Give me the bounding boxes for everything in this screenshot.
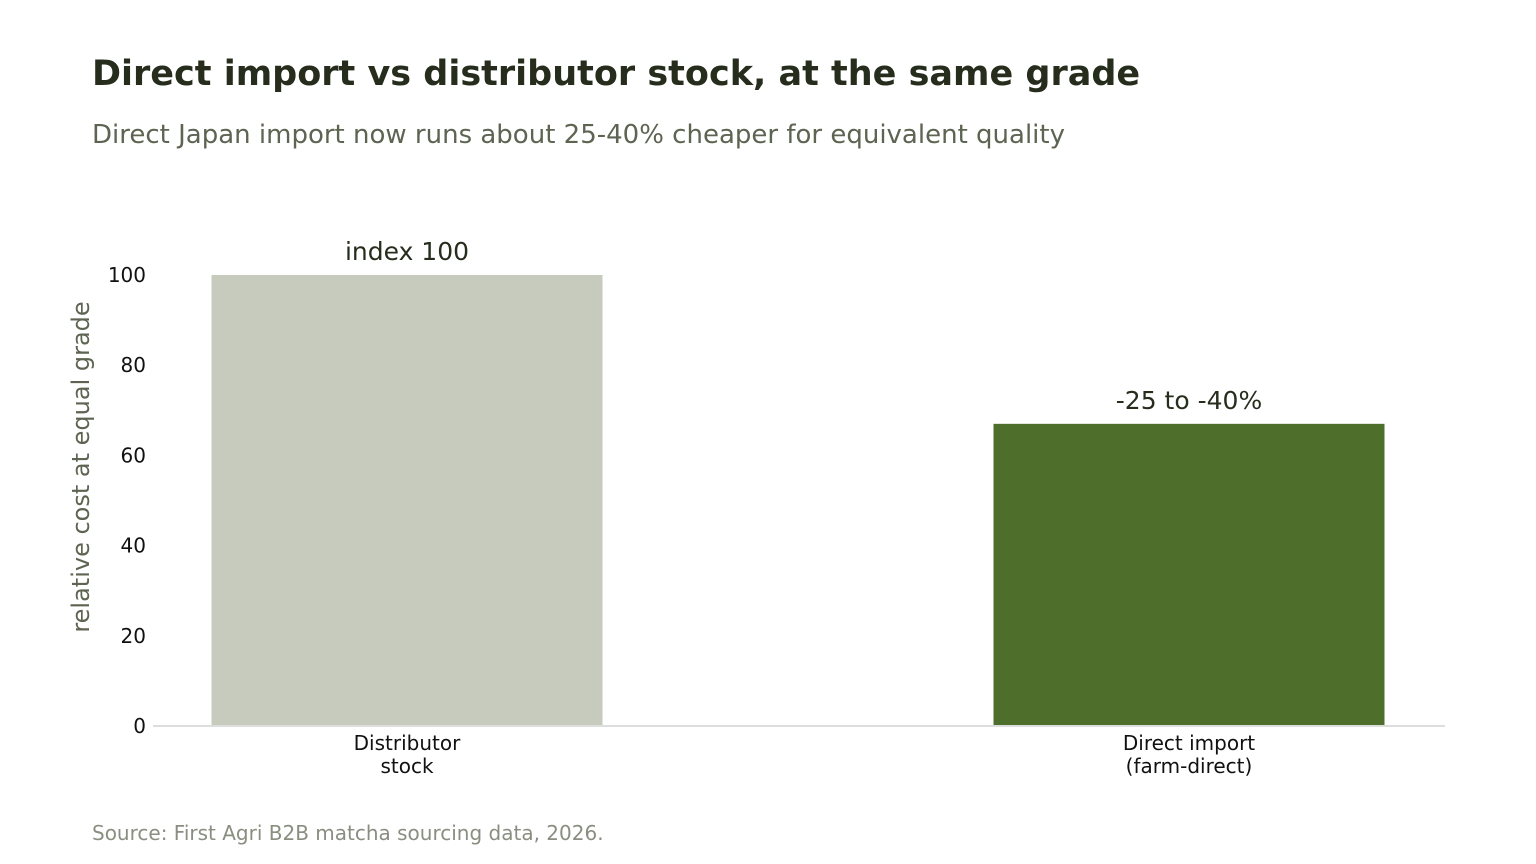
y-axis-ticks: 0 20 40 60 80 100 bbox=[108, 263, 146, 738]
chart-title: Direct import vs distributor stock, at t… bbox=[92, 54, 1141, 94]
x-category-label: stock bbox=[380, 754, 433, 778]
bar bbox=[993, 423, 1385, 726]
data-labels: index 100 -25 to -40% bbox=[345, 237, 1262, 415]
chart-subtitle: Direct Japan import now runs about 25-40… bbox=[92, 120, 1065, 150]
y-axis-label: relative cost at equal grade bbox=[67, 301, 95, 632]
y-tick-label: 20 bbox=[121, 624, 146, 648]
y-tick-label: 40 bbox=[121, 534, 146, 558]
y-tick-label: 60 bbox=[121, 443, 146, 467]
data-label: -25 to -40% bbox=[1116, 386, 1262, 415]
x-category-label: Distributor bbox=[354, 731, 461, 755]
x-category-label: Direct import bbox=[1123, 731, 1255, 755]
bars bbox=[211, 275, 1385, 726]
y-tick-label: 0 bbox=[133, 714, 146, 738]
data-label: index 100 bbox=[345, 237, 469, 266]
x-category-label: (farm-direct) bbox=[1126, 754, 1253, 778]
y-tick-label: 80 bbox=[121, 353, 146, 377]
source-note: Source: First Agri B2B matcha sourcing d… bbox=[92, 821, 604, 845]
y-tick-label: 100 bbox=[108, 263, 146, 287]
bar bbox=[211, 275, 603, 726]
